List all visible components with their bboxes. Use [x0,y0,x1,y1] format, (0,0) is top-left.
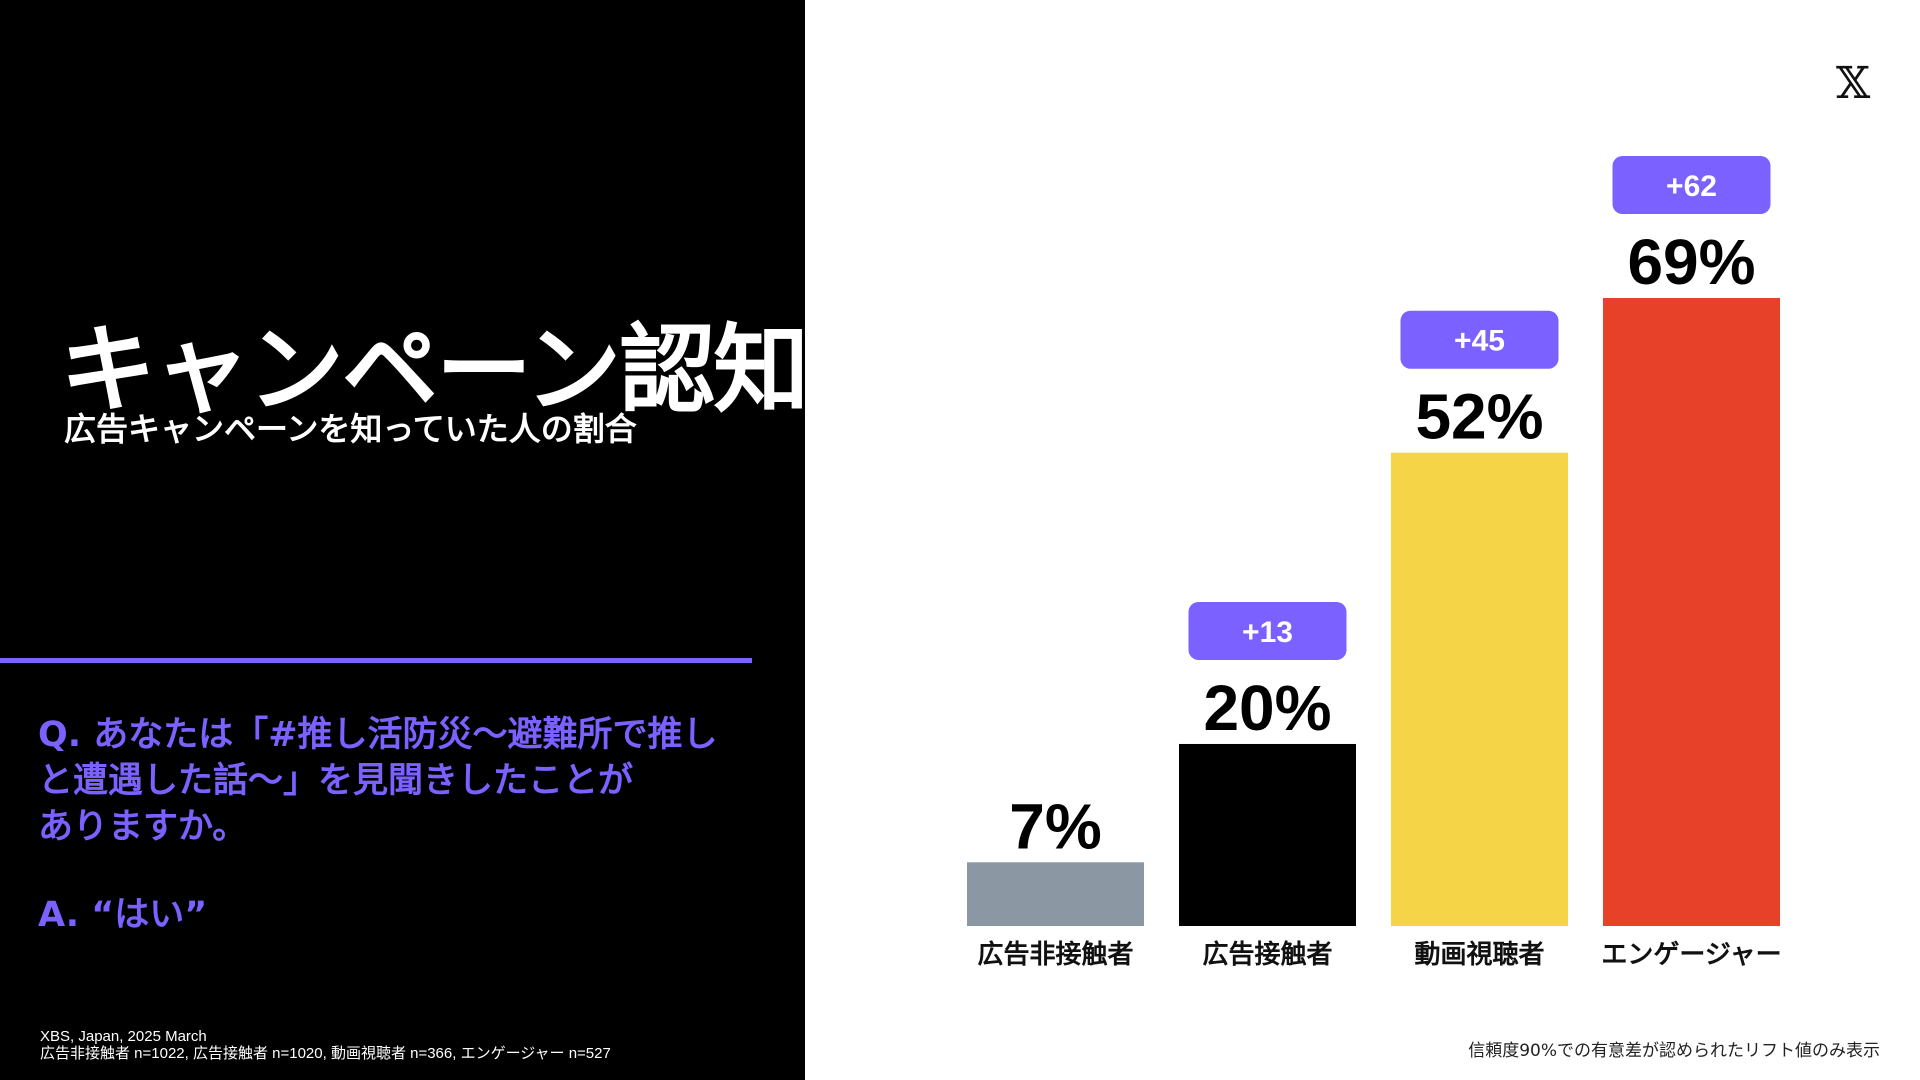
category-label: 動画視聴者 [1414,940,1544,970]
lift-label: +45 [1454,325,1505,358]
bar [1603,298,1780,926]
footnote: 信頼度90%での有意差が認められたリフト値のみ表示 [1468,1041,1880,1061]
page-title: キャンペーン認知 [60,314,809,426]
bar-value-label: 20% [1203,672,1331,744]
bar [967,862,1144,926]
divider [0,658,752,663]
survey-question-line: ありますか。 [38,807,248,847]
survey-question-line: Q. あなたは「#推し活防災〜避難所で推し [38,715,718,755]
lift-label: +13 [1242,616,1293,649]
x-logo-icon: 𝕏 [1836,58,1871,109]
source-line: 広告非接触者 n=1022, 広告接触者 n=1020, 動画視聴者 n=366… [40,1045,611,1062]
survey-answer: A. “はい” [38,895,208,935]
category-label: エンゲージャー [1601,940,1781,970]
survey-question-line: と遭遇した話〜」を見聞きしたことが [38,761,634,801]
category-label: 広告接触者 [1202,939,1332,970]
source-line: XBS, Japan, 2025 March [40,1028,207,1045]
bar-value-label: 7% [1009,790,1102,862]
lift-label: +62 [1666,170,1717,203]
survey-question: Q. あなたは「#推し活防災〜避難所で推し と遭遇した話〜」を見聞きしたことが … [38,712,738,850]
category-label: 広告非接触者 [977,939,1133,970]
lift-badge [1400,310,1559,369]
bar [1179,743,1356,926]
page-subtitle: 広告キャンペーンを知っていた人の割合 [64,410,637,448]
bar [1391,452,1568,926]
bar-value-label: 69% [1627,226,1755,298]
bar-value-label: 52% [1415,381,1543,453]
lift-badge [1188,601,1347,660]
source-note: XBS, Japan, 2025 March 広告非接触者 n=1022, 広告… [40,1028,611,1062]
lift-badge [1612,156,1771,214]
left-panel: キャンペーン認知 広告キャンペーンを知っていた人の割合 Q. あなたは「#推し活… [0,0,809,1080]
